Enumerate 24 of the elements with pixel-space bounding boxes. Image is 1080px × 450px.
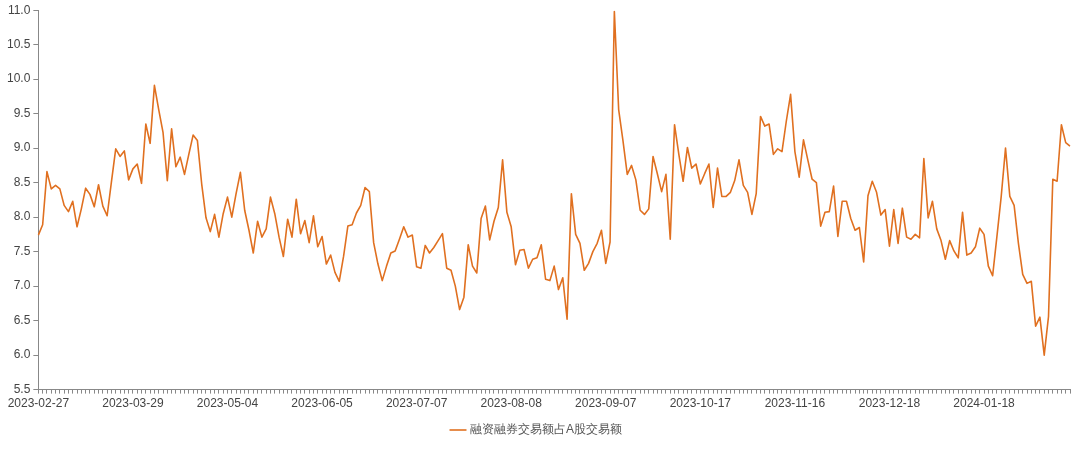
y-tick-label: 6.0: [13, 347, 31, 362]
x-tick-label: 2023-05-04: [196, 396, 259, 411]
y-tick-label: 10.0: [7, 71, 31, 86]
y-tick-label: 8.5: [13, 174, 31, 189]
y-tick-label: 5.5: [13, 381, 31, 396]
y-tick-label: 7.0: [13, 278, 31, 293]
x-tick-label: 2023-09-07: [575, 396, 637, 411]
x-tick-label: 2023-08-08: [480, 396, 543, 411]
x-tick-label: 2023-02-27: [7, 396, 70, 411]
y-tick-label: 11.0: [7, 2, 31, 17]
x-tick-label: 2024-01-18: [953, 396, 1016, 411]
y-tick-label: 8.0: [13, 209, 31, 224]
x-tick-label: 2023-10-17: [669, 396, 732, 411]
y-tick-label: 9.0: [13, 140, 31, 155]
y-tick-label: 10.5: [7, 37, 31, 51]
y-tick-label: 7.5: [13, 243, 31, 258]
x-tick-label: 2023-03-29: [102, 396, 164, 411]
x-tick-label: 2023-11-16: [764, 396, 826, 411]
y-tick-label: 6.5: [13, 312, 31, 327]
y-tick-label: 9.5: [13, 105, 31, 120]
legend-label: 融资融券交易额占A股交易额: [470, 422, 623, 437]
x-tick-label: 2023-06-05: [291, 396, 354, 411]
x-tick-label: 2023-12-18: [858, 396, 921, 411]
x-tick-label: 2023-07-07: [385, 396, 448, 411]
